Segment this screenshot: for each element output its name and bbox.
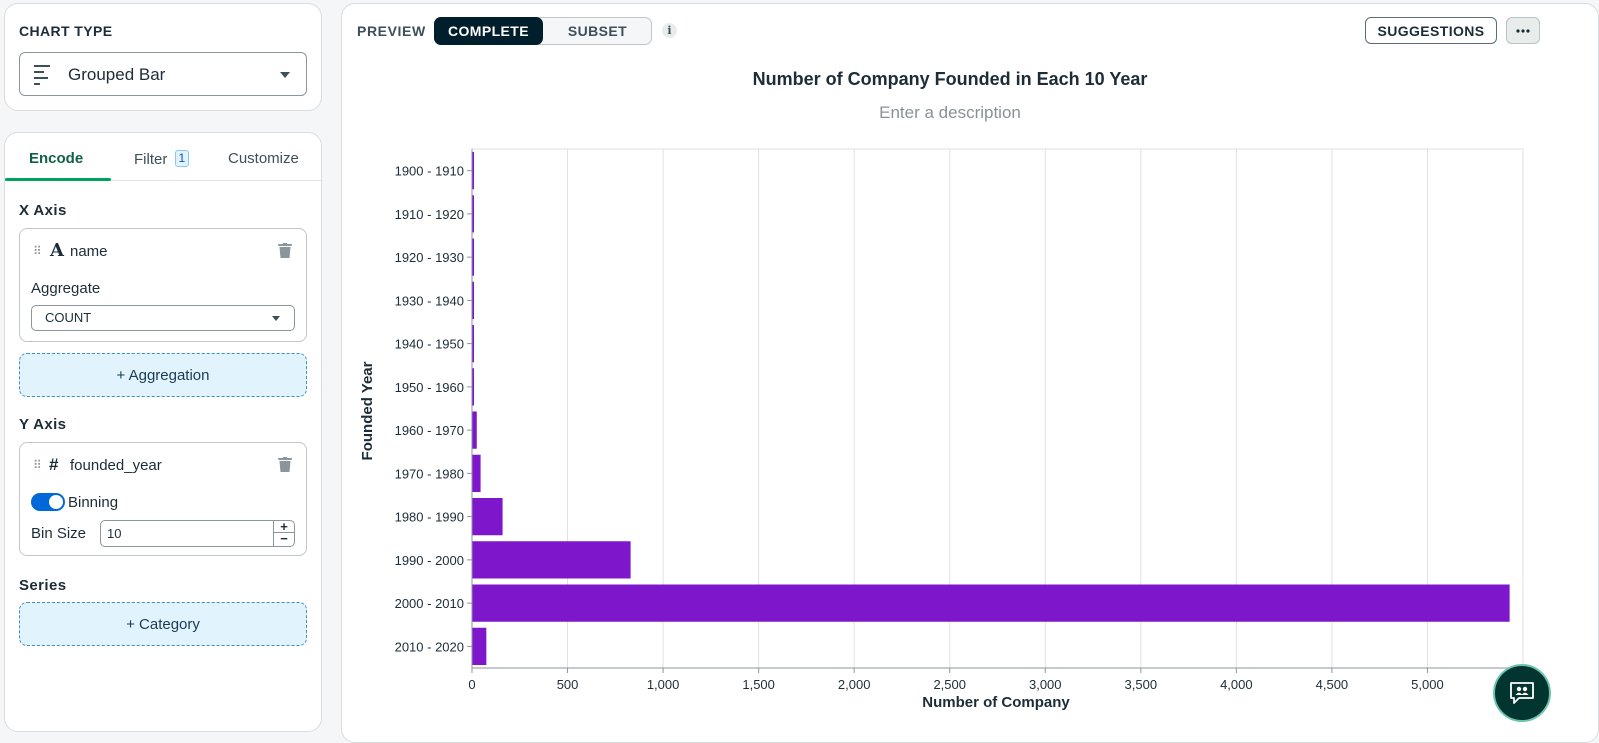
bar-chart: 0 500 1,000 1,500 2,000 2,500 3,000 3,500 4,000 4… <box>359 148 1524 711</box>
x-axis-field-card: ⠿ A name Aggregate COUNT <box>19 228 307 342</box>
bar[interactable] <box>472 281 474 319</box>
y-axis-label: Founded Year <box>359 361 376 460</box>
y-tick-label: 1950 - 1960 <box>395 380 464 395</box>
chart-description-placeholder[interactable]: Enter a description <box>879 103 1021 122</box>
filter-count-badge: 1 <box>174 150 190 167</box>
drag-handle-icon[interactable]: ⠿ <box>33 458 42 472</box>
bar[interactable] <box>472 152 474 190</box>
y-tick-label: 1980 - 1990 <box>395 510 464 525</box>
y-tick-label: 2010 - 2020 <box>395 639 464 654</box>
aggregate-value: COUNT <box>45 310 92 325</box>
x-tick-label: 4,000 <box>1220 677 1253 692</box>
aggregate-label: Aggregate <box>31 280 101 297</box>
add-aggregation-button[interactable]: + Aggregation <box>19 353 307 397</box>
chat-people-icon[interactable] <box>1493 664 1551 722</box>
toggle-subset[interactable]: SUBSET <box>567 23 628 39</box>
chart-type-select[interactable]: Grouped Bar <box>19 52 307 96</box>
y-axis-title: Y Axis <box>19 416 67 433</box>
tab-customize[interactable]: Customize <box>228 150 299 167</box>
chart-title[interactable]: Number of Company Founded in Each 10 Yea… <box>752 69 1148 89</box>
binning-toggle[interactable] <box>31 493 65 511</box>
x-tick-label: 3,000 <box>1029 677 1062 692</box>
tab-filter[interactable]: Filter 1 <box>134 150 190 168</box>
x-tick-label: 5,000 <box>1411 677 1444 692</box>
y-tick-label: 1960 - 1970 <box>395 423 464 438</box>
bar[interactable] <box>472 238 474 276</box>
x-tick-label: 1,000 <box>647 677 680 692</box>
chevron-down-icon <box>280 72 290 78</box>
tab-filter-label: Filter <box>134 151 168 168</box>
y-axis-field-name: founded_year <box>70 457 162 474</box>
bin-size-value: 10 <box>107 526 122 541</box>
bar[interactable] <box>472 368 474 406</box>
x-axis-field-name: name <box>70 243 108 260</box>
bar[interactable] <box>472 411 477 449</box>
y-tick-label: 1910 - 1920 <box>395 207 464 222</box>
x-tick-label: 0 <box>468 677 475 692</box>
preview-mode-toggle: COMPLETE SUBSET <box>434 17 652 45</box>
x-tick-label: 2,500 <box>933 677 966 692</box>
active-tab-indicator <box>5 178 111 181</box>
x-tick-label: 3,500 <box>1125 677 1158 692</box>
y-tick-label: 1930 - 1940 <box>395 293 464 308</box>
bin-size-input[interactable]: 10 + − <box>100 520 295 547</box>
x-axis-label: Number of Company <box>922 694 1070 711</box>
series-title: Series <box>19 577 67 594</box>
drag-handle-icon[interactable]: ⠿ <box>33 244 42 258</box>
binning-label: Binning <box>68 494 119 511</box>
y-tick-label: 1990 - 2000 <box>395 553 464 568</box>
trash-icon[interactable] <box>278 243 292 258</box>
preview-label: PREVIEW <box>357 23 426 39</box>
x-tick-label: 1,500 <box>742 677 775 692</box>
bin-size-stepper: + − <box>273 520 294 546</box>
y-axis-field-card: ⠿ # founded_year Binning Bin Size 10 + − <box>19 442 307 556</box>
y-tick-label: 2000 - 2010 <box>395 596 464 611</box>
panel-tabs: Encode Filter 1 Customize <box>5 133 321 181</box>
bar[interactable] <box>472 541 631 579</box>
bar[interactable] <box>472 325 474 363</box>
y-tick-label: 1920 - 1930 <box>395 250 464 265</box>
suggestions-button[interactable]: SUGGESTIONS <box>1365 17 1497 44</box>
chart-type-panel: CHART TYPE Grouped Bar <box>4 3 322 111</box>
bar[interactable] <box>472 627 487 665</box>
info-icon[interactable]: i <box>662 23 677 38</box>
y-tick-label: 1970 - 1980 <box>395 466 464 481</box>
add-category-button[interactable]: + Category <box>19 602 307 646</box>
string-type-icon: A <box>50 240 64 261</box>
bin-size-label: Bin Size <box>31 525 87 542</box>
toggle-knob <box>49 495 63 509</box>
y-tick-label: 1900 - 1910 <box>395 164 464 179</box>
number-type-icon: # <box>49 455 59 474</box>
bar[interactable] <box>472 498 503 536</box>
bar[interactable] <box>472 195 474 233</box>
x-tick-label: 500 <box>557 677 579 692</box>
decrement-button[interactable]: − <box>280 531 288 546</box>
ellipsis-icon[interactable] <box>1506 17 1540 44</box>
x-tick-label: 4,500 <box>1316 677 1349 692</box>
toggle-complete[interactable]: COMPLETE <box>434 17 543 45</box>
x-tick-label: 2,000 <box>838 677 871 692</box>
aggregate-select[interactable]: COUNT <box>31 305 295 331</box>
encode-panel: Encode Filter 1 Customize X Axis ⠿ A nam… <box>4 132 322 732</box>
chart-type-value: Grouped Bar <box>68 65 166 84</box>
bar[interactable] <box>472 584 1510 622</box>
chevron-down-icon <box>272 316 280 321</box>
trash-icon[interactable] <box>278 457 292 472</box>
bar-chart-icon <box>34 64 54 91</box>
preview-panel: PREVIEW COMPLETE SUBSET i SUGGESTIONS Nu… <box>341 3 1599 743</box>
bar[interactable] <box>472 454 481 492</box>
y-tick-label: 1940 - 1950 <box>395 337 464 352</box>
chart-type-label: CHART TYPE <box>19 23 113 39</box>
tab-encode[interactable]: Encode <box>29 150 84 167</box>
x-axis-title: X Axis <box>19 202 67 219</box>
increment-button[interactable]: + <box>274 520 294 533</box>
